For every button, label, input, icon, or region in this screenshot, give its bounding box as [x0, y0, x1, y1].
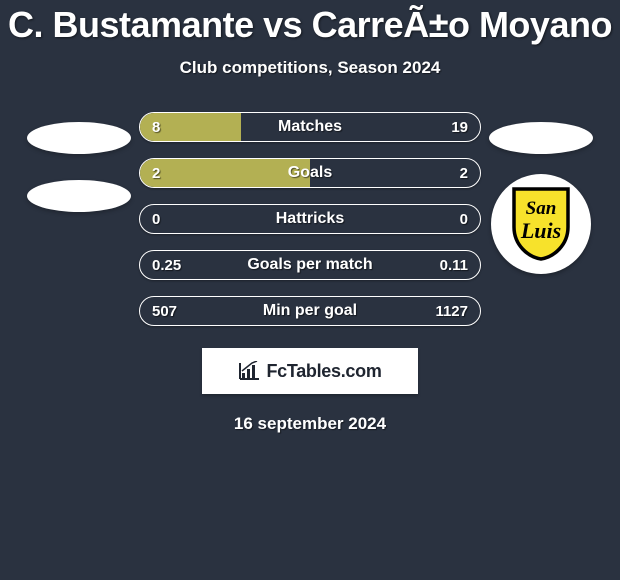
widget-root: C. Bustamante vs CarreÃ±o Moyano Club co…: [0, 0, 620, 580]
player-left-badge-1: [27, 122, 131, 154]
right-badges-col: San Luis: [481, 112, 601, 274]
stat-value-right: 0.11: [440, 251, 468, 279]
stat-value-right: 0: [460, 205, 468, 233]
content-row: 8Matches19 2Goals2 0Hattricks0 0.25Goals pe…: [0, 112, 620, 326]
stat-bar: 8Matches19: [139, 112, 481, 142]
stat-bar: 2Goals2: [139, 158, 481, 188]
stat-bar: 0.25Goals per match0.11: [139, 250, 481, 280]
stat-bar: 0Hattricks0: [139, 204, 481, 234]
left-badges-col: [19, 112, 139, 212]
stat-label: Min per goal: [140, 297, 480, 325]
subtitle: Club competitions, Season 2024: [0, 58, 620, 78]
barchart-icon: [238, 361, 260, 381]
logo-text: FcTables.com: [266, 361, 381, 382]
stat-value-right: 2: [460, 159, 468, 187]
stat-label: Hattricks: [140, 205, 480, 233]
stat-bar: 507Min per goal1127: [139, 296, 481, 326]
shield-text-top: San: [526, 198, 557, 219]
shield-text-bottom: Luis: [520, 218, 561, 243]
club-badge-san-luis: San Luis: [491, 174, 591, 274]
date-stamp: 16 september 2024: [0, 414, 620, 434]
stat-label: Goals per match: [140, 251, 480, 279]
player-left-badge-2: [27, 180, 131, 212]
fctables-logo[interactable]: FcTables.com: [202, 348, 418, 394]
stat-label: Goals: [140, 159, 480, 187]
stat-label: Matches: [140, 113, 480, 141]
stat-value-right: 1127: [435, 297, 468, 325]
stat-value-right: 19: [451, 113, 468, 141]
page-title: C. Bustamante vs CarreÃ±o Moyano: [0, 4, 620, 46]
stats-bars: 8Matches19 2Goals2 0Hattricks0 0.25Goals pe…: [139, 112, 481, 326]
shield-icon: San Luis: [510, 187, 572, 261]
player-right-badge-1: [489, 122, 593, 154]
